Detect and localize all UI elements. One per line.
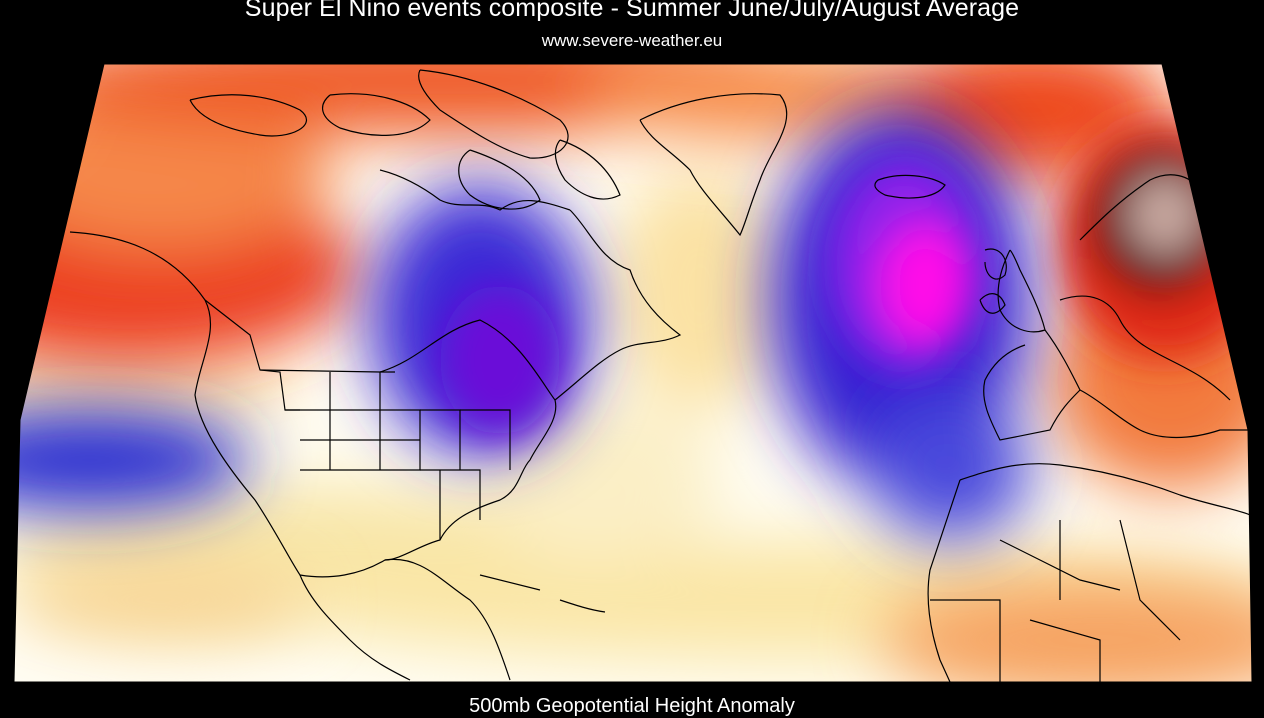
map-caption: 500mb Geopotential Height Anomaly [469, 695, 795, 717]
strong-negative-core [880, 225, 970, 345]
website-url: www.severe-weather.eu [541, 31, 723, 50]
map-frame [13, 63, 1253, 683]
map-title: Super El Nino events composite - Summer … [244, 0, 1020, 22]
coastlines [69, 69, 1251, 682]
negative-anomaly-east-pacific [14, 410, 250, 510]
